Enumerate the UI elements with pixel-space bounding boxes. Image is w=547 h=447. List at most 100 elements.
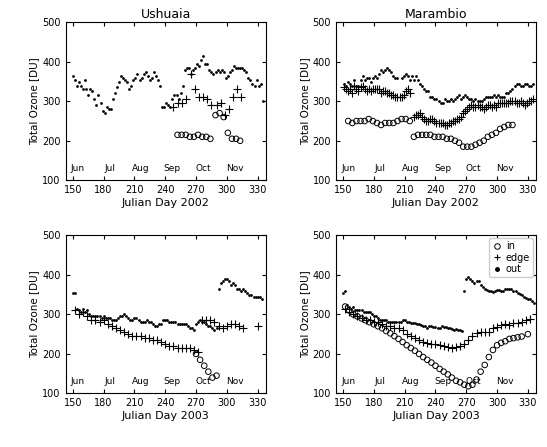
Point <box>437 323 446 330</box>
Point <box>385 66 394 73</box>
Point <box>380 317 388 324</box>
Point <box>90 96 99 103</box>
Point <box>124 315 132 322</box>
Point <box>91 317 100 324</box>
Point <box>185 344 194 351</box>
Text: Oct: Oct <box>465 377 481 386</box>
Text: Aug: Aug <box>132 377 149 386</box>
Point <box>464 337 473 344</box>
Point <box>385 90 394 97</box>
Point <box>206 135 215 142</box>
Point <box>373 86 381 93</box>
Point <box>369 86 377 93</box>
Point <box>247 291 256 298</box>
Point <box>404 319 413 326</box>
Point <box>443 122 451 129</box>
Point <box>517 319 526 326</box>
Point <box>455 92 463 99</box>
Point <box>391 94 400 101</box>
Point <box>468 381 477 388</box>
Point <box>444 98 453 105</box>
Point <box>149 337 158 344</box>
Point <box>226 281 235 288</box>
Point <box>201 60 210 67</box>
Point <box>258 98 267 105</box>
Point <box>226 320 235 328</box>
Point <box>484 94 492 101</box>
Point <box>478 104 486 111</box>
Point <box>345 303 353 310</box>
Point <box>427 323 436 330</box>
Point <box>521 317 530 324</box>
Point <box>470 279 479 287</box>
Y-axis label: Total Ozone [DU]: Total Ozone [DU] <box>30 270 39 358</box>
Title: Ushuaia: Ushuaia <box>141 8 191 21</box>
Point <box>114 315 123 322</box>
Point <box>456 342 464 350</box>
Point <box>390 333 399 340</box>
Point <box>356 76 365 83</box>
Point <box>87 317 96 324</box>
Point <box>432 119 441 127</box>
Point <box>406 333 415 340</box>
Point <box>451 96 459 103</box>
Point <box>130 315 139 322</box>
Point <box>515 290 524 297</box>
Point <box>414 112 422 119</box>
Point <box>190 133 199 140</box>
Point <box>447 374 456 381</box>
Point <box>120 329 129 336</box>
Point <box>368 311 376 318</box>
Point <box>528 96 537 103</box>
Point <box>165 319 174 326</box>
Point <box>253 323 262 330</box>
Point <box>146 76 154 83</box>
Point <box>441 324 450 331</box>
Point <box>339 289 347 296</box>
Point <box>144 319 153 326</box>
Point <box>348 90 357 97</box>
Point <box>523 295 532 302</box>
Point <box>370 86 379 93</box>
Point <box>381 66 389 73</box>
Point <box>506 98 515 105</box>
Point <box>340 84 348 91</box>
Text: Jun: Jun <box>71 164 85 173</box>
Point <box>206 323 215 330</box>
Point <box>460 287 469 294</box>
Point <box>398 327 407 334</box>
Point <box>410 114 418 121</box>
Point <box>352 82 361 89</box>
Point <box>459 143 468 150</box>
Point <box>507 285 516 292</box>
Point <box>232 135 241 142</box>
Point <box>506 88 515 95</box>
X-axis label: Julian Day 2002: Julian Day 2002 <box>122 198 210 208</box>
Text: Jun: Jun <box>71 377 85 386</box>
Point <box>136 319 145 326</box>
Point <box>375 70 383 77</box>
Point <box>211 68 220 75</box>
Point <box>383 64 392 72</box>
Point <box>71 289 79 296</box>
Point <box>118 313 126 320</box>
Point <box>523 331 532 338</box>
Point <box>410 133 418 140</box>
Point <box>415 320 423 328</box>
Point <box>511 287 520 294</box>
Point <box>427 359 436 366</box>
Point <box>384 319 393 326</box>
Point <box>409 320 417 327</box>
Point <box>472 330 481 337</box>
Point <box>364 86 373 93</box>
Point <box>490 92 498 99</box>
Point <box>149 320 158 328</box>
Point <box>418 82 427 89</box>
Text: Sep: Sep <box>164 164 181 173</box>
Point <box>344 118 353 125</box>
Point <box>170 92 179 99</box>
Point <box>257 295 266 302</box>
Point <box>415 337 423 344</box>
Point <box>512 100 521 107</box>
Point <box>355 307 364 314</box>
